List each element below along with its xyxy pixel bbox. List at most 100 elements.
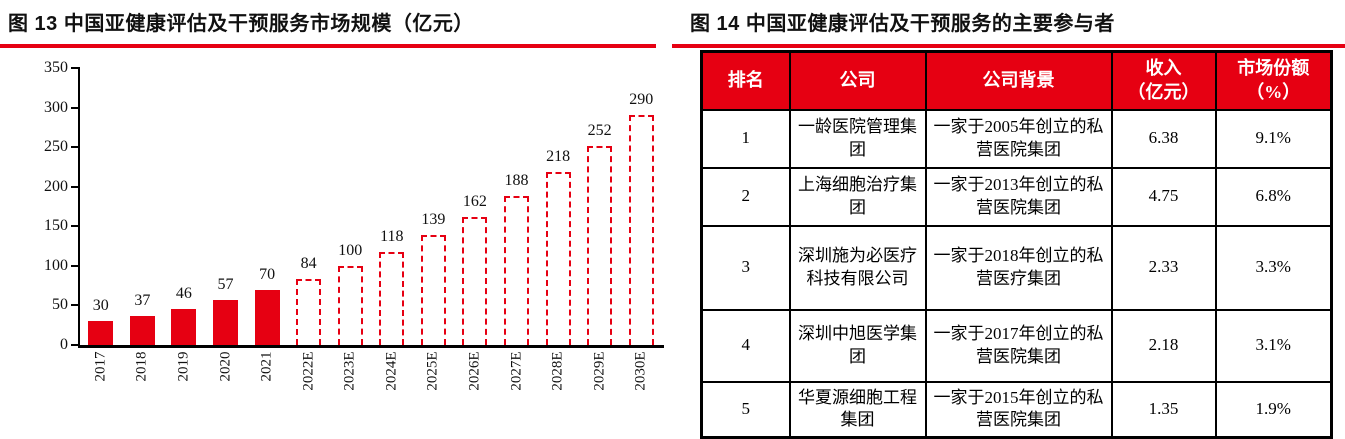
bar-value-label: 37 bbox=[134, 291, 151, 309]
bar-2029E bbox=[587, 145, 613, 345]
x-axis-label: 2028E bbox=[549, 351, 566, 391]
bar-2022E bbox=[296, 278, 322, 345]
cell-company: 深圳中旭医学集团 bbox=[788, 308, 927, 383]
x-axis-label: 2024E bbox=[383, 351, 400, 391]
bar-2024E bbox=[379, 251, 405, 345]
cell-share: 1.9% bbox=[1214, 380, 1333, 439]
table-row-1: 1 一龄医院管理集团 一家于2005年创立的私营医院集团 6.38 9.1% bbox=[700, 108, 1333, 169]
x-axis-label: 2020 bbox=[217, 351, 233, 382]
column-header-4: 市场份额 （%） bbox=[1214, 50, 1333, 111]
participants-table: 排名 公司 公司背景 收入 （亿元） 市场份额 （%） 1 一龄医院管理集团 一家于2005… bbox=[700, 50, 1333, 439]
bar-value-label: 118 bbox=[380, 227, 404, 245]
bar-value-label: 139 bbox=[421, 210, 446, 228]
y-axis-label: 150 bbox=[44, 217, 68, 235]
bar-value-label: 100 bbox=[338, 241, 363, 259]
bar-value-label: 162 bbox=[462, 192, 487, 210]
bar-2027E bbox=[504, 196, 529, 345]
cell-rank: 4 bbox=[700, 308, 791, 383]
figure-13-title-underline bbox=[0, 44, 656, 48]
x-axis-label: 2029E bbox=[591, 351, 608, 391]
cell-background: 一家于2013年创立的私营医院集团 bbox=[924, 166, 1113, 227]
y-axis-tick bbox=[71, 344, 80, 346]
cell-rank: 5 bbox=[700, 380, 791, 439]
bar-2017 bbox=[88, 321, 114, 345]
x-axis-line bbox=[78, 345, 664, 348]
bar-2025E bbox=[420, 234, 446, 345]
x-axis-label: 2018 bbox=[133, 351, 150, 382]
x-axis-label: 2025E bbox=[424, 351, 441, 391]
bar-2023E bbox=[337, 265, 363, 345]
figure-13-title: 图 13 中国亚健康评估及干预服务市场规模（亿元） bbox=[8, 13, 474, 35]
x-axis-label: 2021 bbox=[258, 351, 275, 382]
y-axis-tick bbox=[71, 264, 80, 267]
bar-value-label: 30 bbox=[92, 297, 109, 315]
y-axis-label: 350 bbox=[44, 59, 68, 76]
cell-share: 3.3% bbox=[1214, 224, 1333, 311]
y-axis-label: 200 bbox=[44, 177, 68, 195]
y-axis-tick bbox=[71, 146, 80, 149]
bar-value-label: 70 bbox=[259, 265, 276, 283]
x-axis-label: 2030E bbox=[632, 351, 649, 391]
y-axis-tick bbox=[71, 185, 80, 188]
x-axis-label: 2026E bbox=[466, 351, 483, 391]
bar-value-label: 290 bbox=[629, 91, 654, 109]
cell-company: 上海细胞治疗集团 bbox=[788, 166, 927, 227]
cell-company: 深圳施为必医疗科技有限公司 bbox=[788, 224, 927, 311]
bar-2021 bbox=[254, 289, 280, 345]
y-axis-label: 0 bbox=[60, 336, 68, 353]
bar-2019 bbox=[171, 308, 197, 345]
y-axis-line bbox=[78, 68, 80, 347]
x-axis-label: 2019 bbox=[175, 351, 192, 382]
column-header-2: 公司背景 bbox=[924, 50, 1113, 111]
cell-rank: 3 bbox=[700, 224, 791, 311]
cell-revenue: 6.38 bbox=[1110, 108, 1217, 169]
column-header-0: 排名 bbox=[700, 50, 791, 111]
cell-background: 一家于2017年创立的私营医院集团 bbox=[924, 308, 1113, 383]
table-header-row: 排名 公司 公司背景 收入 （亿元） 市场份额 （%） bbox=[700, 50, 1333, 111]
cell-revenue: 2.18 bbox=[1110, 308, 1217, 383]
y-axis-tick bbox=[71, 67, 80, 69]
bar-2020 bbox=[213, 299, 238, 345]
table-row-5: 5 华夏源细胞工程集团 一家于2015年创立的私营医院集团 1.35 1.9% bbox=[700, 380, 1333, 439]
bar-2026E bbox=[462, 216, 488, 345]
x-axis-label: 2027E bbox=[508, 351, 524, 391]
cell-share: 9.1% bbox=[1214, 108, 1333, 169]
table-row-3: 3 深圳施为必医疗科技有限公司 一家于2018年创立的私营医疗集团 2.33 3.3% bbox=[700, 224, 1333, 311]
cell-share: 6.8% bbox=[1214, 166, 1333, 227]
y-axis-label: 50 bbox=[52, 296, 68, 314]
market-size-bar-chart: 0 50 100 150 200 250 300 350 30 2017 37 2018 46 2019 5… bbox=[0, 55, 668, 431]
figure-14-section: 图 14 中国亚健康评估及干预服务的主要参与者 排名 公司 公司背景 收入 （亿元）市… bbox=[672, 0, 1345, 439]
column-header-3: 收入 （亿元） bbox=[1110, 50, 1217, 111]
cell-company: 一龄医院管理集团 bbox=[788, 108, 927, 169]
y-axis-label: 300 bbox=[44, 98, 68, 116]
cell-company: 华夏源细胞工程集团 bbox=[788, 380, 927, 439]
y-axis-label: 100 bbox=[44, 256, 68, 274]
y-axis-tick bbox=[71, 106, 80, 109]
bar-value-label: 218 bbox=[546, 148, 571, 166]
cell-revenue: 4.75 bbox=[1110, 166, 1217, 227]
x-axis-label: 2017 bbox=[92, 351, 109, 382]
x-axis-label: 2022E bbox=[300, 351, 317, 391]
bar-2030E bbox=[628, 115, 654, 345]
bar-value-label: 188 bbox=[504, 172, 529, 190]
cell-revenue: 2.33 bbox=[1110, 224, 1217, 311]
figure-14-title-underline bbox=[672, 44, 1345, 48]
cell-rank: 2 bbox=[700, 166, 791, 227]
column-header-1: 公司 bbox=[788, 50, 927, 111]
x-axis-label: 2023E bbox=[341, 351, 358, 391]
table-row-4: 4 深圳中旭医学集团 一家于2017年创立的私营医院集团 2.18 3.1% bbox=[700, 308, 1333, 383]
figure-14-title: 图 14 中国亚健康评估及干预服务的主要参与者 bbox=[690, 13, 1115, 35]
bar-2018 bbox=[129, 315, 155, 345]
figure-13-section: 图 13 中国亚健康评估及干预服务市场规模（亿元） 0 50 100 150 200 25… bbox=[0, 0, 664, 431]
bar-value-label: 84 bbox=[300, 254, 317, 272]
bar-value-label: 46 bbox=[175, 284, 192, 302]
cell-revenue: 1.35 bbox=[1110, 380, 1217, 439]
y-axis-tick bbox=[71, 304, 80, 307]
bar-value-label: 57 bbox=[217, 275, 234, 293]
bar-value-label: 252 bbox=[587, 121, 612, 139]
table-row-2: 2 上海细胞治疗集团 一家于2013年创立的私营医院集团 4.75 6.8% bbox=[700, 166, 1333, 227]
cell-background: 一家于2015年创立的私营医院集团 bbox=[924, 380, 1113, 439]
cell-background: 一家于2005年创立的私营医院集团 bbox=[924, 108, 1113, 169]
y-axis-tick bbox=[71, 225, 80, 228]
cell-background: 一家于2018年创立的私营医疗集团 bbox=[924, 224, 1113, 311]
